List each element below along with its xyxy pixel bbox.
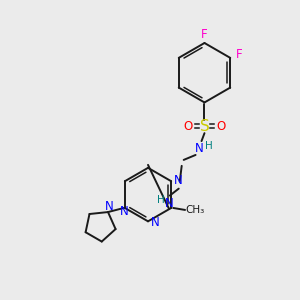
Text: H: H bbox=[157, 194, 165, 205]
Text: N: N bbox=[105, 200, 113, 213]
Text: N: N bbox=[151, 216, 159, 229]
Text: N: N bbox=[195, 142, 204, 154]
Text: N: N bbox=[174, 174, 182, 187]
Text: F: F bbox=[236, 48, 242, 62]
Text: N: N bbox=[119, 206, 128, 218]
Text: F: F bbox=[201, 28, 208, 40]
Text: N: N bbox=[164, 197, 173, 210]
Text: S: S bbox=[200, 119, 209, 134]
Text: CH₃: CH₃ bbox=[185, 205, 205, 215]
Text: O: O bbox=[217, 120, 226, 133]
Text: O: O bbox=[183, 120, 192, 133]
Text: H: H bbox=[205, 141, 212, 151]
